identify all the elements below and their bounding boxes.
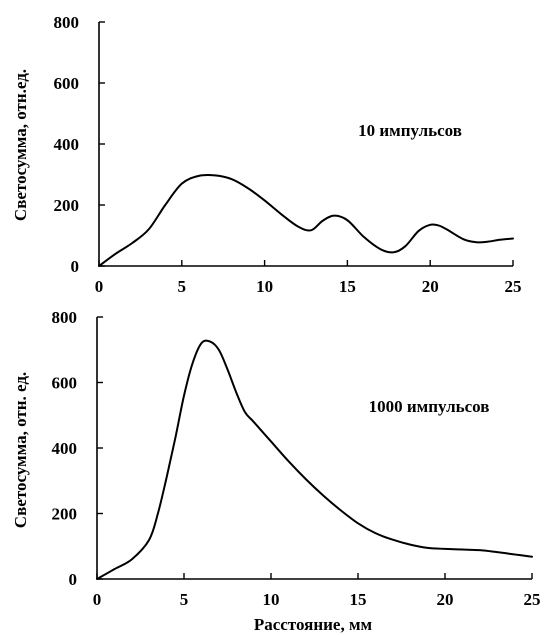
y-axis-title: Светосумма, отн.ед. [11, 69, 30, 221]
chart-1000-impulses: 0 5 10 15 20 25 0 200 400 600 800 Светосумма, отн. … [11, 308, 541, 634]
chart-10-impulses: 0 5 10 15 20 25 0 200 400 600 800 Светосумма, отн.е… [11, 13, 522, 296]
y-tick-label: 800 [54, 13, 80, 32]
x-tick-label: 15 [350, 590, 367, 609]
y-tick-label: 600 [52, 374, 78, 393]
series-line [96, 339, 533, 580]
y-tick-label: 0 [71, 257, 80, 276]
series-annotation: 1000 импульсов [369, 397, 490, 416]
x-tick-label: 25 [524, 590, 541, 609]
y-axis-title: Светосумма, отн. ед. [11, 372, 30, 528]
y-tick-label: 200 [52, 505, 78, 524]
y-tick-label: 600 [54, 74, 80, 93]
x-tick-label: 15 [339, 277, 356, 296]
x-tick-label: 0 [95, 277, 104, 296]
y-tick-label: 800 [52, 308, 78, 327]
x-tick-label: 10 [263, 590, 280, 609]
y-tick-label: 400 [54, 135, 80, 154]
series-annotation: 10 импульсов [358, 121, 462, 140]
y-tick-label: 200 [54, 196, 80, 215]
x-tick-label: 5 [180, 590, 189, 609]
x-tick-label: 25 [505, 277, 522, 296]
series-line [98, 174, 514, 267]
x-axis-title: Расстояние, мм [254, 615, 373, 634]
y-tick-label: 0 [69, 570, 78, 589]
x-tick-label: 0 [93, 590, 102, 609]
x-tick-label: 5 [178, 277, 187, 296]
x-tick-label: 10 [256, 277, 273, 296]
y-tick-label: 400 [52, 439, 78, 458]
x-tick-label: 20 [422, 277, 439, 296]
x-tick-label: 20 [437, 590, 454, 609]
